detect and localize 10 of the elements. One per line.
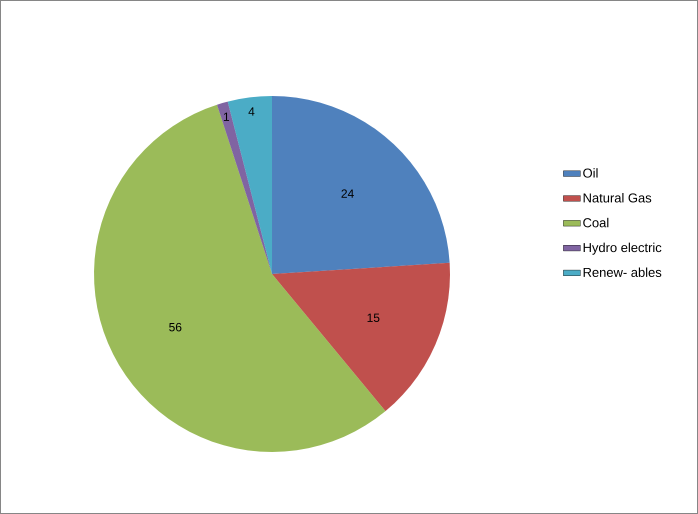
data-label: 1	[224, 112, 230, 121]
legend-label: Natural Gas	[584, 192, 652, 203]
legend-label: Coal	[583, 218, 608, 228]
data-label: 15	[368, 314, 380, 322]
legend-label: Hydro electric	[584, 242, 662, 255]
legend-label: Oil	[583, 168, 598, 178]
data-label: 56	[169, 322, 182, 332]
data-label: 24	[342, 189, 354, 198]
legend-label: Renew- ables	[584, 267, 662, 277]
data-label: 4	[248, 107, 254, 116]
